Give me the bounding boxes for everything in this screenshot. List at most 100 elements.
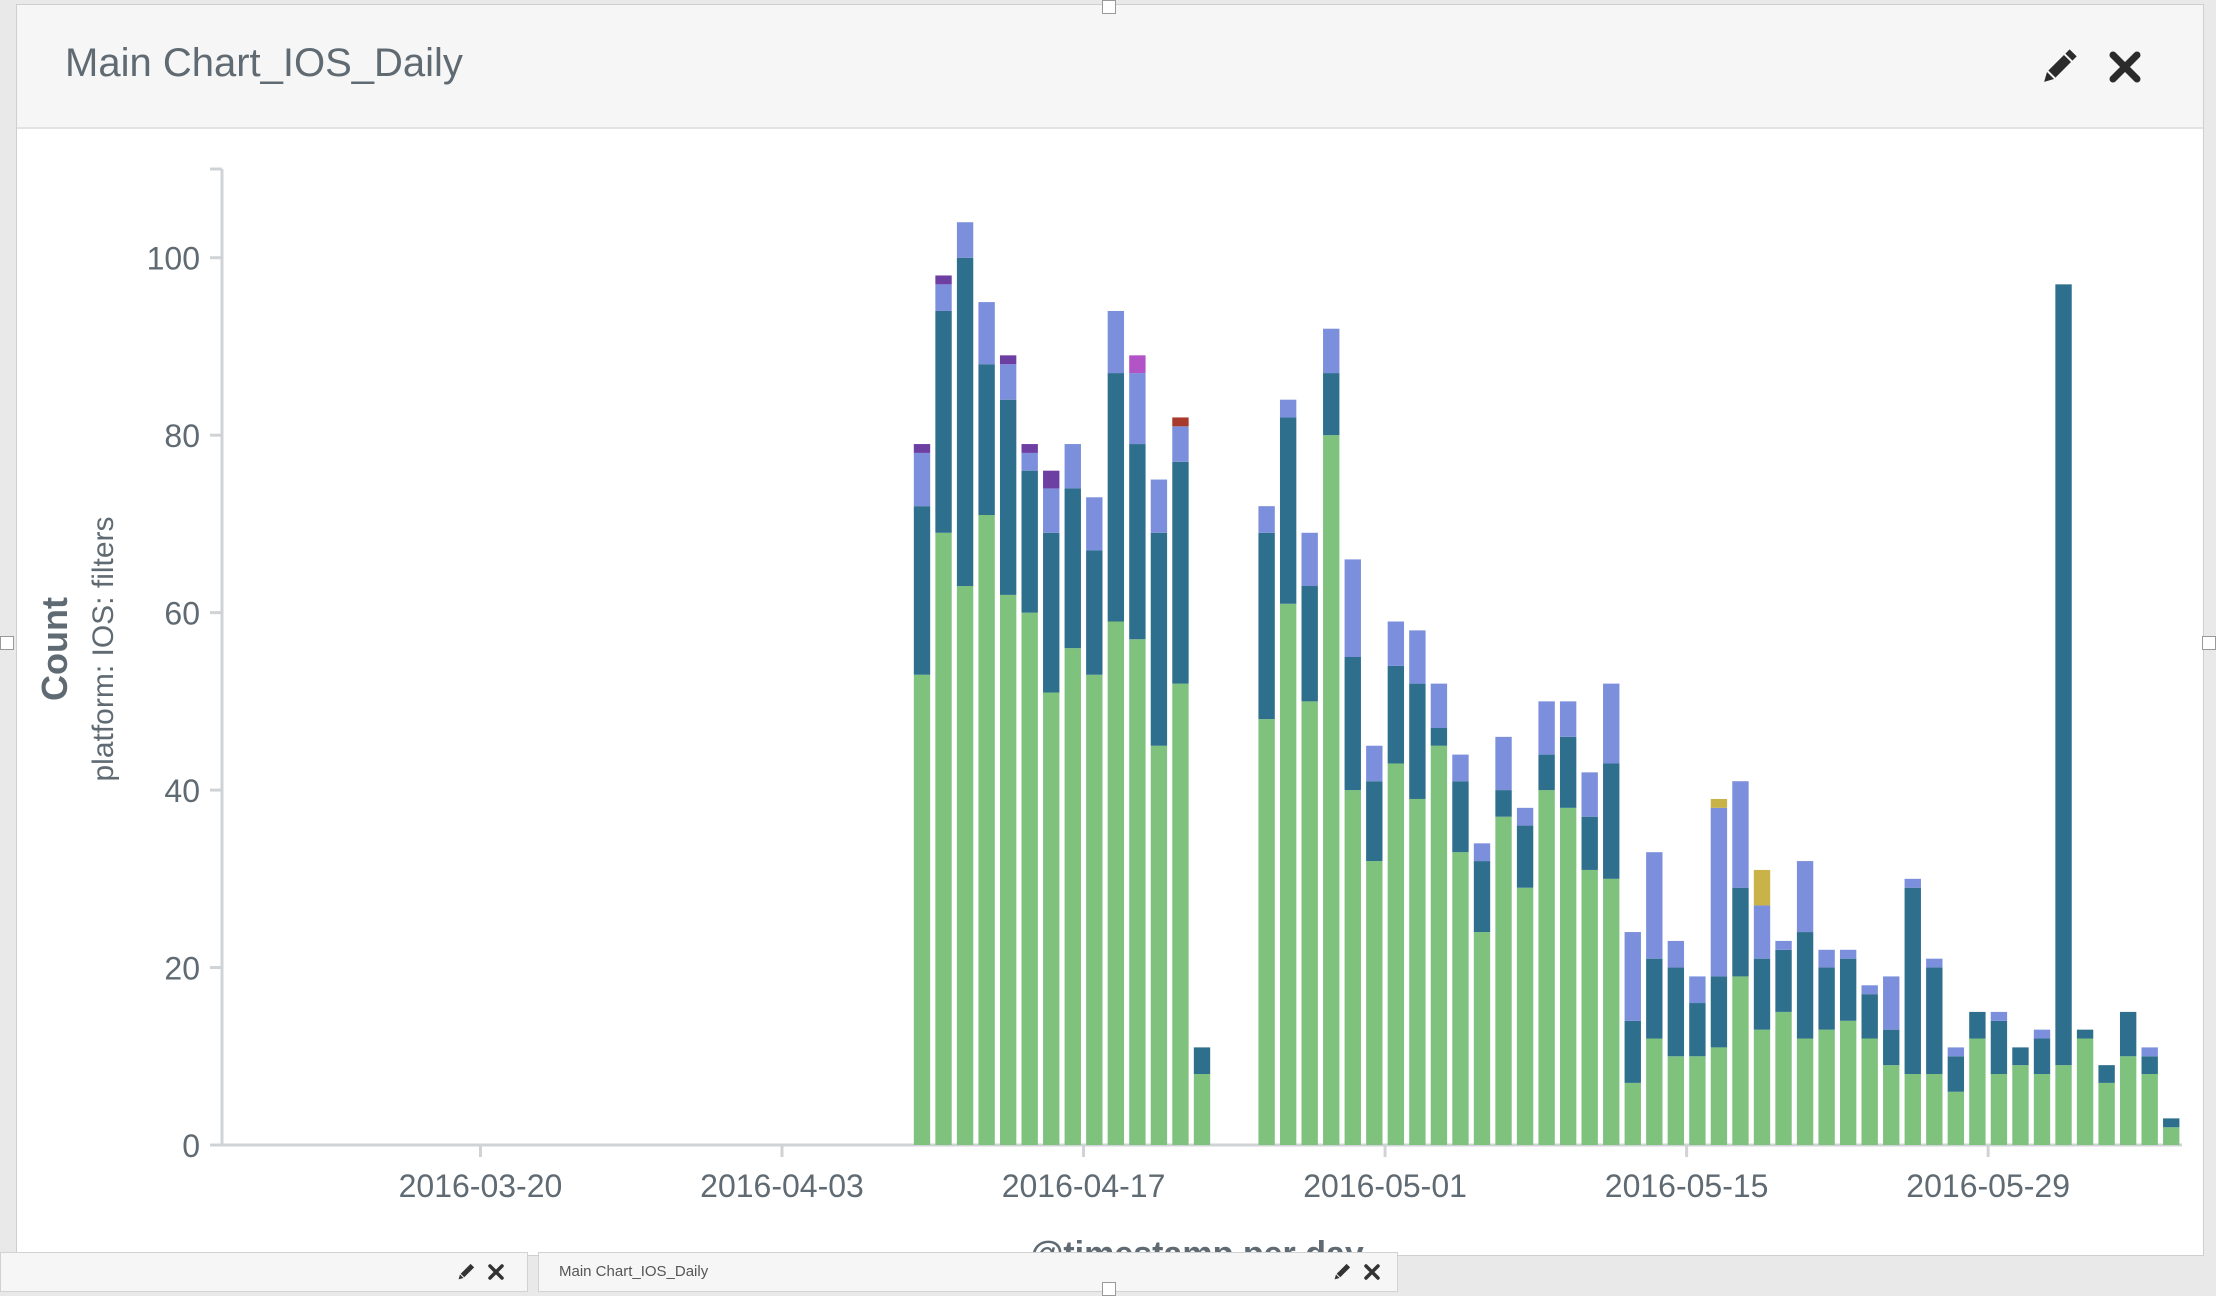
bar-segment[interactable] — [2076, 1029, 2094, 1039]
bar-segment[interactable] — [1366, 861, 1383, 1145]
bar-segment[interactable] — [999, 594, 1017, 1145]
bar-segment[interactable] — [1883, 976, 1900, 1030]
resize-handle-right[interactable] — [2202, 636, 2216, 650]
bar-segment[interactable] — [1753, 869, 1771, 906]
bar-segment[interactable] — [1667, 940, 1685, 968]
bar-segment[interactable] — [1926, 967, 1943, 1075]
bar-segment[interactable] — [1021, 612, 1038, 1145]
bar-segment[interactable] — [1753, 905, 1771, 959]
bar-segment[interactable] — [1516, 807, 1534, 826]
bar-segment[interactable] — [1193, 1074, 1211, 1145]
bar-segment[interactable] — [1409, 630, 1426, 684]
bar-segment[interactable] — [1581, 869, 1598, 1145]
bar-segment[interactable] — [1990, 1074, 2008, 1145]
bar-segment[interactable] — [1021, 452, 1038, 471]
bar-segment[interactable] — [1172, 683, 1189, 1145]
bar-segment[interactable] — [935, 532, 952, 1145]
footer-panel-2-close-button[interactable] — [1361, 1261, 1383, 1283]
bar-segment[interactable] — [1150, 745, 1168, 1145]
bar-segment[interactable] — [1667, 1056, 1685, 1145]
bar-segment[interactable] — [1279, 603, 1297, 1145]
resize-handle-top[interactable] — [1102, 0, 1116, 14]
bar-segment[interactable] — [956, 257, 974, 587]
bar-segment[interactable] — [2141, 1074, 2158, 1145]
bar-segment[interactable] — [1279, 417, 1297, 604]
bar-segment[interactable] — [1129, 373, 1146, 445]
bar-segment[interactable] — [978, 515, 995, 1145]
bar-segment[interactable] — [1603, 763, 1620, 879]
bar-segment[interactable] — [1409, 798, 1426, 1145]
bar-segment[interactable] — [1323, 435, 1340, 1145]
bar-segment[interactable] — [1107, 310, 1125, 374]
bar-segment[interactable] — [1150, 479, 1168, 533]
bar-segment[interactable] — [1926, 958, 1943, 968]
bar-segment[interactable] — [1689, 1003, 1706, 1057]
bar-segment[interactable] — [1107, 373, 1125, 622]
bar-segment[interactable] — [1926, 1074, 1943, 1145]
bar-segment[interactable] — [1861, 985, 1878, 995]
bar-segment[interactable] — [1387, 665, 1405, 764]
bar-segment[interactable] — [1387, 763, 1405, 1145]
bar-segment[interactable] — [913, 444, 931, 453]
bar-segment[interactable] — [1279, 399, 1297, 418]
bar-segment[interactable] — [1775, 940, 1792, 950]
bar-segment[interactable] — [1043, 692, 1060, 1145]
bar-segment[interactable] — [1064, 648, 1081, 1145]
bar-segment[interactable] — [1323, 373, 1340, 436]
bar-segment[interactable] — [956, 586, 974, 1145]
bar-segment[interactable] — [2163, 1127, 2180, 1145]
bar-segment[interactable] — [1947, 1091, 1965, 1145]
bar-segment[interactable] — [1796, 1038, 1814, 1145]
bar-segment[interactable] — [1646, 1038, 1663, 1145]
bar-segment[interactable] — [1430, 683, 1448, 728]
bar-segment[interactable] — [999, 355, 1017, 365]
bar-segment[interactable] — [1883, 1029, 1900, 1066]
bar-segment[interactable] — [1538, 701, 1555, 755]
bar-segment[interactable] — [2141, 1047, 2158, 1057]
bar-segment[interactable] — [1344, 657, 1361, 791]
bar-segment[interactable] — [1409, 683, 1426, 799]
bar-segment[interactable] — [1559, 701, 1577, 737]
bar-segment[interactable] — [1301, 701, 1318, 1145]
bar-segment[interactable] — [1796, 932, 1814, 1039]
bar-segment[interactable] — [2033, 1029, 2051, 1039]
bar-segment[interactable] — [2119, 1011, 2137, 1057]
bar-segment[interactable] — [1904, 887, 1921, 1075]
bar-segment[interactable] — [1301, 586, 1318, 702]
bar-segment[interactable] — [2119, 1056, 2137, 1145]
bar-segment[interactable] — [1064, 488, 1081, 649]
bar-segment[interactable] — [1301, 532, 1318, 587]
bar-segment[interactable] — [1086, 497, 1103, 551]
bar-segment[interactable] — [1258, 506, 1275, 533]
bar-segment[interactable] — [1689, 1056, 1706, 1145]
bar-segment[interactable] — [2055, 284, 2072, 1066]
bar-segment[interactable] — [1344, 559, 1361, 657]
bar-segment[interactable] — [978, 364, 995, 516]
bar-segment[interactable] — [1086, 550, 1103, 675]
bar-segment[interactable] — [1839, 1020, 1857, 1145]
bar-segment[interactable] — [1064, 444, 1081, 489]
bar-segment[interactable] — [1193, 1047, 1211, 1075]
footer-panel-2-edit-button[interactable] — [1331, 1261, 1353, 1283]
bar-segment[interactable] — [2098, 1065, 2115, 1083]
footer-panel-1-close-button[interactable] — [485, 1261, 507, 1283]
bar-segment[interactable] — [1581, 816, 1598, 870]
bar-segment[interactable] — [1624, 1020, 1641, 1083]
bar-segment[interactable] — [1818, 967, 1835, 1030]
bar-segment[interactable] — [1129, 639, 1146, 1145]
bar-segment[interactable] — [1473, 932, 1491, 1145]
bar-segment[interactable] — [2055, 1065, 2072, 1145]
bar-segment[interactable] — [1043, 470, 1060, 489]
bar-segment[interactable] — [1947, 1047, 1965, 1057]
bar-segment[interactable] — [1323, 328, 1340, 374]
bar-segment[interactable] — [1818, 949, 1835, 968]
bar-segment[interactable] — [1473, 843, 1491, 862]
bar-segment[interactable] — [1646, 958, 1663, 1039]
bar-segment[interactable] — [1172, 426, 1189, 462]
bar-segment[interactable] — [1689, 976, 1706, 1004]
bar-segment[interactable] — [1344, 790, 1361, 1145]
bar-segment[interactable] — [1495, 790, 1512, 817]
bar-segment[interactable] — [1861, 994, 1878, 1039]
bar-segment[interactable] — [1753, 1029, 1771, 1145]
bar-segment[interactable] — [1818, 1029, 1835, 1145]
